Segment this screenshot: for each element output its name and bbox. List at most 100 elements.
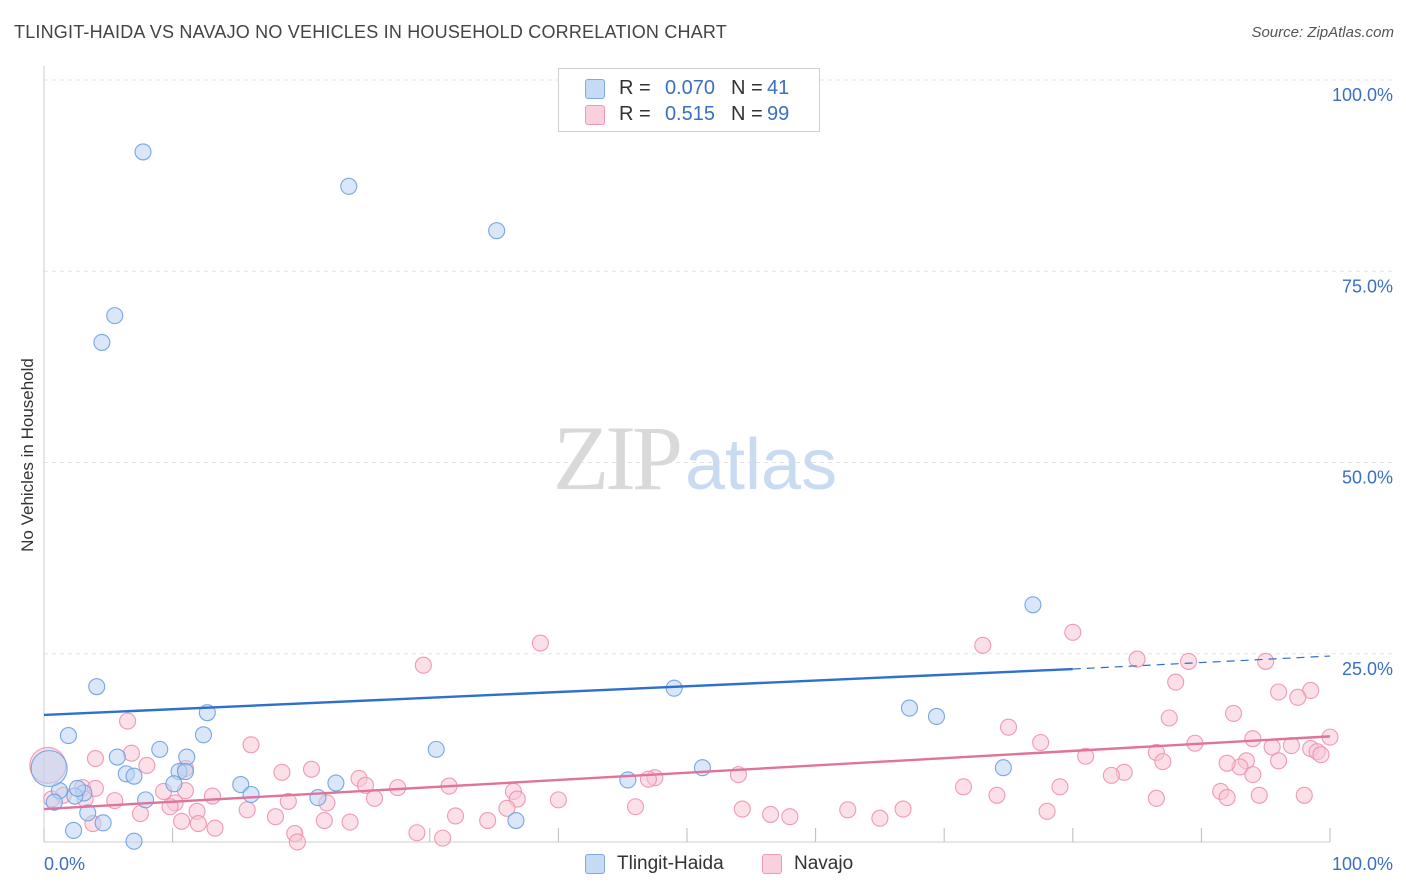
data-point-navajo [1038, 802, 1056, 820]
data-point-navajo [954, 778, 973, 796]
source-credit: Source: ZipAtlas.com [1251, 24, 1394, 41]
data-point-tlingit-haida [194, 726, 213, 744]
data-point-navajo [1244, 730, 1262, 748]
data-point-tlingit-haida [176, 763, 195, 781]
data-point-tlingit-haida [108, 748, 126, 766]
data-point-navajo [119, 712, 137, 730]
data-point-navajo [1167, 673, 1185, 691]
legend-label-navajo: Navajo [794, 853, 854, 874]
data-point-tlingit-haida [232, 776, 250, 794]
data-point-navajo [1270, 752, 1288, 770]
y-tick-label: 50.0% [1342, 468, 1393, 488]
data-point-navajo [1160, 709, 1178, 727]
data-point-tlingit-haida [340, 177, 358, 195]
data-point-navajo [138, 756, 156, 774]
data-point-navajo [1218, 789, 1236, 807]
trend-line-tlingit-haida [43, 667, 1073, 717]
data-point-navajo [1064, 623, 1082, 641]
data-point-navajo [498, 799, 516, 817]
y-axis-label: No Vehicles in Household [18, 358, 37, 552]
legend-r-label: R = [619, 103, 651, 125]
series-navajo [29, 623, 1339, 851]
data-point-navajo [414, 656, 432, 674]
data-point-navajo [1257, 652, 1275, 670]
data-point-navajo [1218, 754, 1236, 772]
legend-r-label: R = [619, 77, 651, 99]
stats-legend: R = 0.070 N = 41 R = 0.515 N = 99 [558, 68, 820, 132]
data-point-navajo [1289, 688, 1307, 706]
data-point-tlingit-haida [242, 785, 260, 804]
data-point-navajo [86, 750, 104, 768]
grid-lines [44, 79, 1392, 655]
data-point-navajo [781, 808, 799, 826]
legend-swatch-navajo [762, 854, 782, 874]
data-point-navajo [203, 787, 222, 805]
data-point-navajo [238, 801, 256, 819]
data-point-tlingit-haida [619, 771, 637, 789]
data-point-navajo [733, 800, 751, 818]
data-point-tlingit-haida [427, 740, 445, 758]
watermark: ZIPatlas [553, 405, 837, 511]
data-point-tlingit-haida [309, 789, 327, 807]
legend-r-value: 0.070 [664, 77, 715, 99]
data-point-tlingit-haida [65, 821, 83, 840]
legend-swatch-tlingit-haida [585, 854, 605, 874]
data-point-tlingit-haida [134, 143, 152, 161]
trend-layer [43, 655, 1331, 811]
legend-label-tlingit-haida: Tlingit-Haida [617, 853, 724, 874]
chart-title: TLINGIT-HAIDA VS NAVAJO NO VEHICLES IN H… [14, 22, 727, 42]
data-point-navajo [341, 813, 359, 831]
data-point-navajo [273, 763, 291, 781]
data-point-tlingit-haida [30, 749, 68, 788]
data-point-navajo [999, 718, 1018, 736]
data-point-navajo [206, 819, 224, 837]
data-point-navajo [302, 760, 321, 778]
trend-extension-tlingit-haida [1072, 655, 1331, 670]
legend-r-value: 0.515 [664, 103, 715, 125]
data-point-navajo [1128, 650, 1146, 668]
legend-n-label: N = [731, 77, 763, 99]
data-point-navajo [189, 815, 207, 833]
x-tick-label: 0.0% [44, 854, 85, 874]
data-point-navajo [1051, 778, 1069, 796]
series-tlingit-haida [30, 143, 1042, 850]
data-point-navajo [531, 634, 549, 652]
data-point-tlingit-haida [927, 707, 946, 726]
data-point-navajo [871, 809, 889, 827]
y-tick-label: 100.0% [1332, 85, 1393, 105]
data-point-tlingit-haida [994, 759, 1012, 777]
data-point-navajo [365, 789, 384, 807]
data-point-navajo [1250, 786, 1268, 804]
data-point-navajo [1179, 652, 1198, 670]
y-tick-label: 25.0% [1342, 659, 1393, 679]
data-point-navajo [1102, 766, 1120, 784]
data-point-tlingit-haida [507, 811, 525, 830]
data-point-tlingit-haida [165, 775, 183, 793]
data-point-navajo [762, 805, 780, 823]
data-point-tlingit-haida [59, 727, 77, 745]
legend-row-tlingit-haida: R = 0.070 N = 41 [559, 76, 819, 102]
data-point-tlingit-haida [88, 678, 106, 696]
data-point-navajo [839, 801, 857, 819]
legend-row-navajo: R = 0.515 N = 99 [559, 102, 819, 128]
data-point-navajo [122, 744, 140, 762]
data-point-tlingit-haida [488, 222, 506, 240]
data-point-navajo [479, 811, 497, 830]
data-point-navajo [1077, 747, 1095, 765]
watermark-zip: ZIP [553, 407, 683, 509]
data-point-navajo [242, 736, 260, 754]
data-point-navajo [1225, 704, 1243, 722]
data-point-tlingit-haida [900, 699, 919, 717]
data-point-navajo [627, 798, 645, 816]
data-point-tlingit-haida [178, 748, 196, 766]
data-point-tlingit-haida [45, 793, 63, 811]
data-point-navajo [356, 776, 375, 794]
data-point-navajo [1295, 786, 1313, 804]
data-point-navajo [1270, 683, 1288, 701]
tick-labels: 100.0% 75.0% 50.0% 25.0% 0.0% 100.0% [44, 85, 1393, 874]
data-point-navajo [173, 812, 191, 830]
data-point-navajo [315, 811, 333, 830]
legend-swatch-tlingit-haida [585, 79, 605, 99]
data-point-navajo [1154, 753, 1172, 771]
data-point-tlingit-haida [125, 767, 143, 785]
